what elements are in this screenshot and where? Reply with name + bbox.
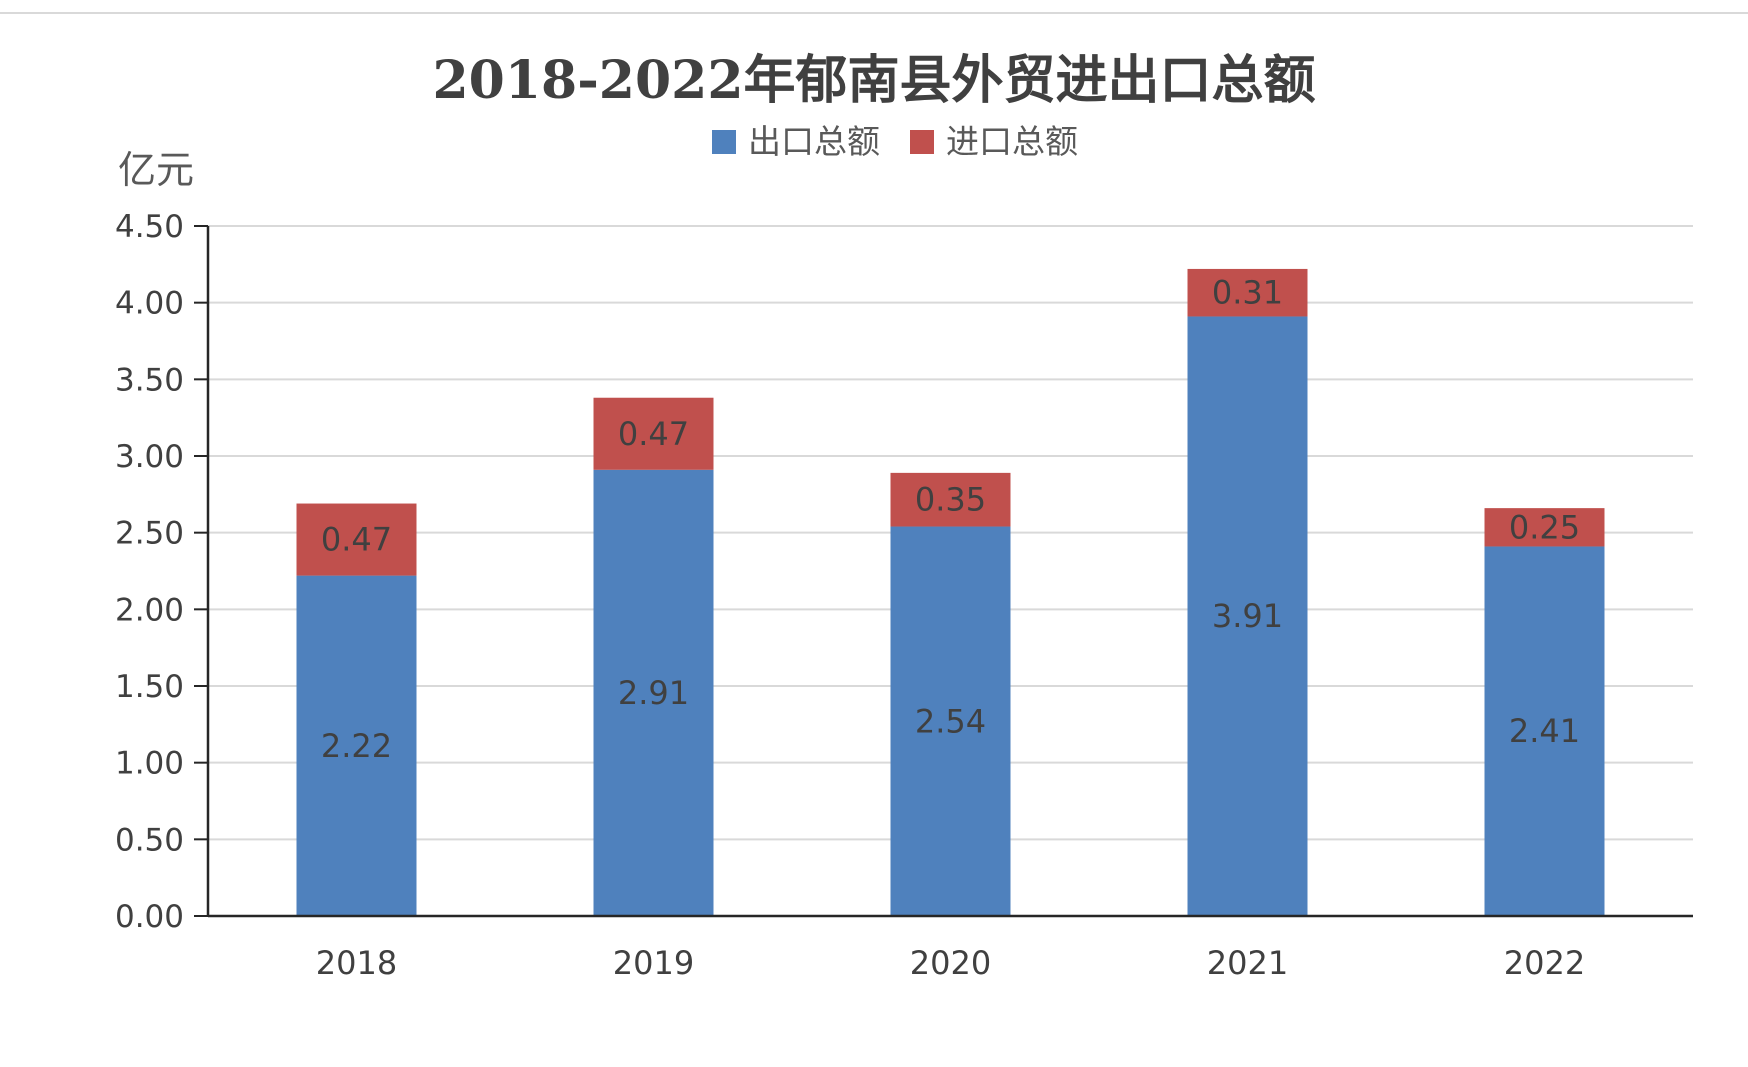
x-tick-label-2019: 2019 bbox=[613, 944, 694, 982]
bar-export-2019 bbox=[593, 469, 714, 916]
data-label-export-2021: 3.91 bbox=[1212, 597, 1283, 635]
y-tick-label: 3.50 bbox=[115, 362, 184, 398]
data-label-import-2022: 0.25 bbox=[1509, 508, 1580, 546]
top-divider bbox=[0, 12, 1748, 14]
bar-import-2019 bbox=[593, 397, 714, 470]
y-axis-unit-label: 亿元 bbox=[118, 148, 194, 192]
bar-export-2018 bbox=[296, 575, 417, 916]
legend-label-import: 进口总额 bbox=[946, 122, 1078, 161]
legend-swatch-export bbox=[712, 130, 736, 154]
axes bbox=[206, 226, 1693, 918]
x-tick-label-2020: 2020 bbox=[910, 944, 991, 982]
bar-export-2021 bbox=[1187, 316, 1308, 916]
y-tick-label: 2.00 bbox=[115, 592, 184, 628]
y-axis-ticks: 0.00 0.50 1.00 1.50 2.00 2.50 3.00 3.50 4.00 4.50 bbox=[115, 209, 208, 935]
gridlines bbox=[208, 225, 1693, 841]
x-tick-label-2021: 2021 bbox=[1207, 944, 1288, 982]
y-tick-label: 3.00 bbox=[115, 439, 184, 475]
legend-swatch-import bbox=[910, 130, 934, 154]
x-tick-label-2022: 2022 bbox=[1504, 944, 1585, 982]
x-tick-label-2018: 2018 bbox=[316, 944, 397, 982]
bar-import-2021 bbox=[1187, 268, 1308, 317]
bar-export-2020 bbox=[890, 526, 1011, 916]
y-tick-label: 4.50 bbox=[115, 209, 184, 245]
bar-import-2022 bbox=[1484, 508, 1605, 547]
data-label-export-2022: 2.41 bbox=[1509, 712, 1580, 750]
bar-import-2020 bbox=[890, 472, 1011, 527]
data-label-export-2020: 2.54 bbox=[915, 702, 986, 740]
legend-label-export: 出口总额 bbox=[748, 122, 880, 161]
data-label-export-2018: 2.22 bbox=[321, 727, 392, 765]
bar-import-2018 bbox=[296, 503, 417, 576]
y-tick-label: 0.00 bbox=[115, 899, 184, 935]
bars bbox=[296, 268, 1605, 916]
data-label-import-2019: 0.47 bbox=[618, 415, 689, 453]
bar-export-2022 bbox=[1484, 546, 1605, 916]
data-label-export-2019: 2.91 bbox=[618, 674, 689, 712]
legend: 出口总额 进口总额 bbox=[712, 122, 1078, 161]
y-tick-label: 0.50 bbox=[115, 822, 184, 858]
y-tick-label: 4.00 bbox=[115, 286, 184, 322]
data-label-import-2021: 0.31 bbox=[1212, 274, 1283, 312]
x-axis-labels: 2018 2019 2020 2021 2022 bbox=[316, 944, 1585, 982]
data-label-import-2018: 0.47 bbox=[321, 521, 392, 559]
data-label-import-2020: 0.35 bbox=[915, 481, 986, 519]
y-tick-label: 1.00 bbox=[115, 746, 184, 782]
y-tick-label: 2.50 bbox=[115, 516, 184, 552]
data-labels: 2.22 0.47 2.91 0.47 2.54 0.35 3.91 0.31 2.41 0.25 bbox=[321, 274, 1580, 765]
y-tick-label: 1.50 bbox=[115, 669, 184, 705]
chart-title: 2018-2022年郁南县外贸进出口总额 bbox=[432, 50, 1315, 111]
